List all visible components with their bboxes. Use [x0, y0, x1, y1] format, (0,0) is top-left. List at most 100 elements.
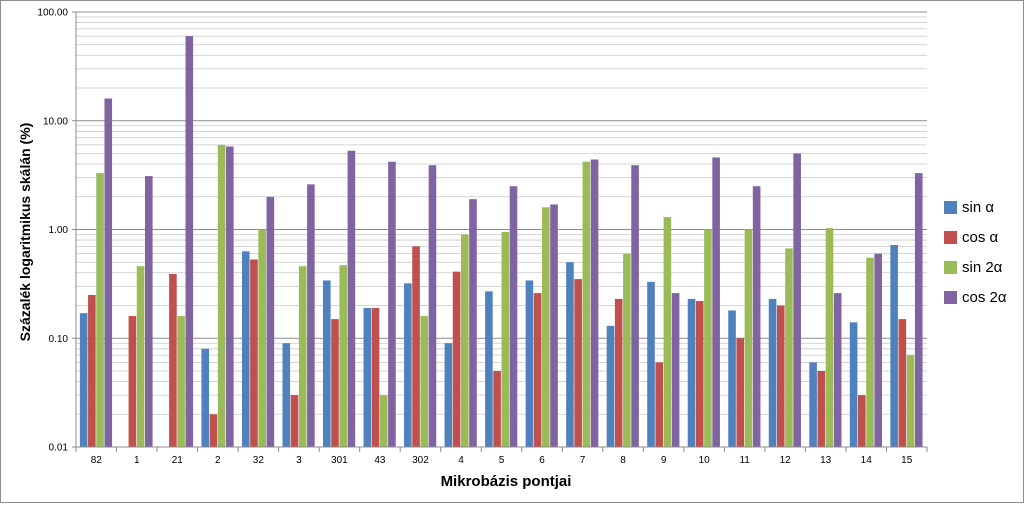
bar — [542, 207, 550, 447]
bar — [266, 196, 275, 447]
x-tick-label: 13 — [820, 455, 832, 466]
bar — [752, 186, 761, 447]
bar — [849, 322, 858, 447]
bar — [226, 146, 234, 447]
legend-swatch — [944, 231, 957, 244]
bar — [671, 293, 680, 447]
bar — [914, 173, 923, 447]
legend-swatch — [944, 261, 957, 274]
x-tick-label: 1 — [134, 455, 140, 466]
bar — [817, 370, 826, 447]
bar — [412, 246, 420, 447]
bar — [501, 231, 510, 447]
y-axis-title: Százalék logaritmikus skálán (%) — [17, 123, 33, 342]
bar — [339, 265, 348, 447]
bar — [606, 325, 615, 447]
bar — [290, 395, 299, 447]
x-tick-label: 11 — [739, 455, 750, 466]
bar — [428, 165, 437, 447]
bar — [347, 150, 356, 448]
y-tick-label: 0.10 — [49, 334, 69, 345]
x-tick-label: 302 — [412, 455, 429, 466]
bar — [136, 266, 145, 447]
bar — [566, 262, 574, 447]
x-tick-label: 15 — [901, 455, 913, 466]
bar — [128, 316, 137, 447]
x-tick-label: 7 — [580, 455, 586, 466]
bar — [217, 144, 226, 448]
bar — [444, 343, 453, 447]
bar — [623, 253, 631, 447]
bar — [858, 395, 866, 447]
x-tick-label: 2 — [215, 455, 221, 466]
x-tick-label: 43 — [374, 455, 386, 466]
bar — [88, 294, 96, 447]
bar — [728, 310, 736, 447]
x-tick-label: 6 — [539, 455, 545, 466]
bar — [866, 257, 874, 447]
bar — [241, 251, 250, 447]
legend-label: sin α — [962, 199, 994, 216]
x-tick-label: 82 — [91, 455, 103, 466]
bar — [825, 228, 834, 447]
bar — [460, 234, 469, 447]
bar — [493, 370, 501, 447]
x-tick-label: 5 — [499, 455, 505, 466]
y-tick-label: 10.00 — [43, 116, 68, 127]
bar — [550, 204, 558, 447]
legend-swatch — [944, 201, 957, 214]
x-tick-label: 3 — [296, 455, 302, 466]
legend-label: sin 2α — [962, 259, 1003, 276]
bar — [509, 186, 518, 447]
bar — [874, 253, 883, 447]
legend-swatch — [944, 291, 957, 304]
bar — [79, 313, 88, 447]
bar — [258, 229, 266, 447]
y-tick-label: 0.01 — [49, 443, 69, 454]
bars — [79, 36, 923, 448]
bar — [250, 259, 258, 447]
bar — [298, 266, 307, 447]
bar — [712, 157, 720, 447]
bar — [655, 362, 663, 447]
x-axis-title: Mikrobázis pontjai — [441, 473, 572, 490]
x-tick-label: 32 — [253, 455, 265, 466]
x-tick-label: 10 — [699, 455, 711, 466]
legend-label: cos α — [962, 229, 999, 246]
bar — [768, 298, 777, 447]
bar — [631, 165, 639, 447]
bar — [169, 273, 177, 447]
bar — [574, 279, 582, 447]
x-tick-label: 4 — [458, 455, 464, 466]
x-tick-label: 12 — [780, 455, 792, 466]
x-tick-label: 301 — [331, 455, 348, 466]
legend: sin α cos α sin 2α cos 2α — [944, 199, 1007, 306]
bar — [776, 305, 785, 447]
bar — [647, 281, 655, 447]
bar — [695, 301, 704, 447]
x-tick-label: 21 — [172, 455, 184, 466]
bar — [282, 343, 291, 447]
bar — [371, 307, 380, 447]
bar — [209, 414, 218, 447]
bar — [201, 348, 210, 447]
x-tick-label: 14 — [861, 455, 873, 466]
bar — [177, 316, 185, 447]
bar — [582, 161, 591, 448]
bar — [323, 280, 331, 447]
bar — [144, 176, 153, 447]
bar — [793, 153, 801, 448]
bar — [469, 199, 477, 447]
bar — [890, 245, 898, 447]
legend-label: cos 2α — [962, 289, 1007, 306]
bar — [96, 173, 104, 447]
bar — [485, 291, 493, 447]
bar — [420, 316, 429, 447]
bar — [614, 298, 623, 447]
bar — [331, 319, 339, 447]
bar — [185, 36, 194, 448]
bar — [533, 293, 542, 447]
